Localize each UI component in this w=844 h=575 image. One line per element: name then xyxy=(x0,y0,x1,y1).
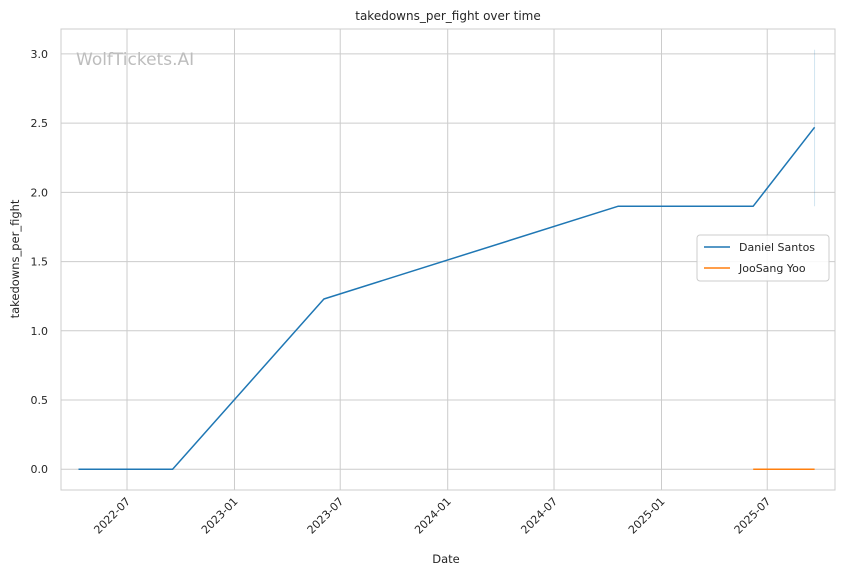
legend-label: Daniel Santos xyxy=(739,241,815,254)
y-axis-ticks: 0.0 0.5 1.0 1.5 2.0 2.5 3.0 xyxy=(31,48,49,476)
y-tick-label: 0.5 xyxy=(31,394,49,407)
y-tick-label: 0.0 xyxy=(31,463,49,476)
y-tick-label: 2.0 xyxy=(31,186,49,199)
legend: Daniel Santos JooSang Yoo xyxy=(696,234,830,282)
x-axis-label: Date xyxy=(432,552,460,566)
watermark: WolfTickets.AI xyxy=(76,50,194,70)
x-tick-label: 2024-01 xyxy=(412,495,454,537)
y-tick-label: 3.0 xyxy=(31,48,49,61)
series-lines xyxy=(78,49,816,470)
y-axis-label: takedowns_per_fight xyxy=(8,199,22,318)
chart-title: takedowns_per_fight over time xyxy=(355,9,541,23)
y-tick-label: 1.5 xyxy=(31,256,49,269)
x-tick-label: 2022-07 xyxy=(91,495,133,537)
series-line-daniel-santos xyxy=(78,126,816,470)
y-tick-label: 1.0 xyxy=(31,325,49,338)
x-tick-label: 2023-07 xyxy=(305,495,347,537)
x-axis-ticks: 2022-07 2023-01 2023-07 2024-01 2024-07 2025-… xyxy=(91,495,773,537)
legend-label: JooSang Yoo xyxy=(738,262,806,275)
y-tick-label: 2.5 xyxy=(31,117,49,130)
x-tick-label: 2023-01 xyxy=(199,495,241,537)
x-tick-label: 2024-07 xyxy=(518,495,560,537)
x-tick-label: 2025-01 xyxy=(626,495,668,537)
x-tick-label: 2025-07 xyxy=(732,495,774,537)
plot-frame xyxy=(60,28,836,491)
